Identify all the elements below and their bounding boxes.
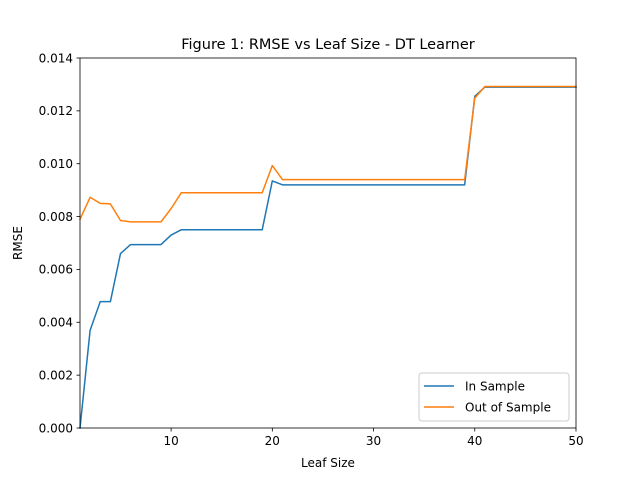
legend-entries: In Sample Out of Sample [424, 379, 551, 414]
y-tick-label: 0.014 [39, 51, 73, 65]
series-layer [79, 85, 577, 429]
chart-title: Figure 1: RMSE vs Leaf Size - DT Learner [181, 37, 475, 53]
y-axis-label: RMSE [11, 226, 25, 260]
x-axis: 10 20 30 40 50 [163, 428, 584, 448]
x-tick-label: 30 [366, 434, 381, 448]
legend-label: Out of Sample [465, 400, 551, 414]
y-tick-label: 0.000 [39, 421, 73, 435]
y-axis: 0.000 0.002 0.004 0.006 0.008 0.010 0.012 0.014 [39, 51, 80, 435]
x-tick-label: 10 [163, 434, 178, 448]
legend-box [418, 372, 570, 422]
legend-label: In Sample [465, 379, 525, 393]
series-line-out-of-sample [79, 85, 577, 223]
x-tick-label: 50 [568, 434, 583, 448]
x-axis-label: Leaf Size [301, 456, 355, 470]
x-tick-label: 20 [265, 434, 280, 448]
plot-frame [79, 57, 577, 429]
plot-area [79, 57, 577, 429]
legend: In Sample Out of Sample [418, 372, 570, 422]
y-tick-label: 0.008 [39, 210, 73, 224]
y-tick-label: 0.012 [39, 104, 73, 118]
y-tick-label: 0.006 [39, 263, 73, 277]
x-tick-label: 40 [467, 434, 482, 448]
y-tick-label: 0.002 [39, 368, 73, 382]
y-tick-label: 0.010 [39, 157, 73, 171]
y-tick-label: 0.004 [39, 316, 73, 330]
